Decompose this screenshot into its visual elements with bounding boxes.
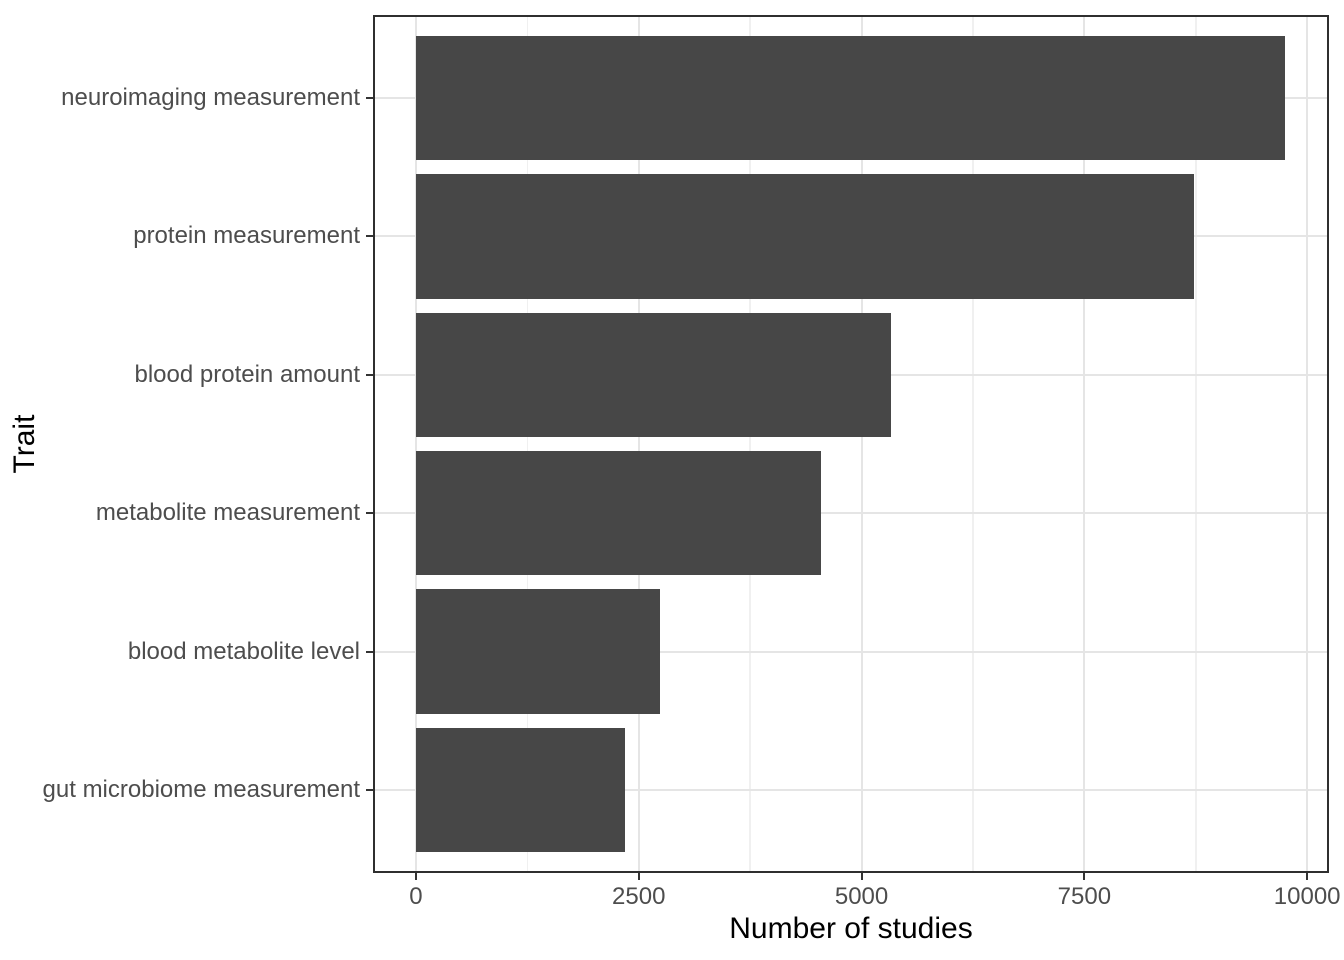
x-tick-mark-2500: [637, 873, 640, 880]
y-tick-label-neuroimaging-measurement: neuroimaging measurement: [61, 84, 360, 112]
bar-metabolite-measurement: [415, 450, 822, 576]
y-tick-label-protein-measurement: protein measurement: [133, 222, 360, 250]
bar-blood-metabolite-level: [415, 589, 661, 714]
gridline-minor-x-6250: [972, 15, 974, 873]
gridline-major-y-gut-microbiome-measurement: [373, 788, 1329, 791]
x-tick-label-10000: 10000: [1273, 883, 1341, 910]
gridline-major-x-5000: [860, 15, 863, 873]
gridline-minor-x-8750: [1195, 15, 1197, 873]
y-tick-mark-protein-measurement: [366, 235, 373, 238]
y-tick-label-blood-metabolite-level: blood metabolite level: [127, 637, 360, 665]
bar-gut-microbiome-measurement: [415, 727, 626, 853]
x-axis-title: Number of studies: [729, 912, 973, 945]
x-tick-mark-0: [414, 873, 417, 880]
gridline-major-y-blood-metabolite-level: [373, 650, 1329, 653]
y-tick-mark-metabolite-measurement: [366, 512, 373, 515]
gridline-major-x-7500: [1083, 15, 1086, 873]
y-tick-mark-gut-microbiome-measurement: [366, 788, 373, 791]
y-tick-label-blood-protein-amount: blood protein amount: [134, 360, 361, 388]
bar-blood-protein-amount: [415, 312, 891, 438]
gridline-minor-x-1250: [526, 15, 529, 873]
x-tick-mark-7500: [1083, 873, 1086, 880]
y-tick-mark-neuroimaging-measurement: [366, 97, 373, 100]
x-tick-label-2500: 2500: [612, 883, 666, 910]
bar-protein-measurement: [415, 174, 1194, 299]
x-tick-mark-10000: [1306, 873, 1309, 880]
gridline-major-y-metabolite-measurement: [373, 512, 1329, 515]
x-tick-label-7500: 7500: [1057, 883, 1112, 910]
gridline-minor-x-3750: [749, 15, 751, 873]
y-tick-label-gut-microbiome-measurement: gut microbiome measurement: [42, 775, 360, 803]
gridline-major-x-2500: [637, 15, 640, 873]
bar-neuroimaging-measurement: [415, 35, 1285, 161]
y-tick-label-metabolite-measurement: metabolite measurement: [95, 499, 360, 527]
y-tick-mark-blood-metabolite-level: [366, 650, 373, 653]
gridline-major-x-0: [414, 15, 417, 873]
x-tick-mark-5000: [860, 873, 863, 880]
x-tick-label-0: 0: [409, 883, 423, 910]
x-tick-label-5000: 5000: [834, 883, 889, 910]
gridline-major-x-10000: [1306, 15, 1309, 873]
plot-panel: [373, 15, 1329, 873]
y-tick-mark-blood-protein-amount: [366, 373, 373, 376]
y-axis-title: Trait: [8, 414, 41, 474]
